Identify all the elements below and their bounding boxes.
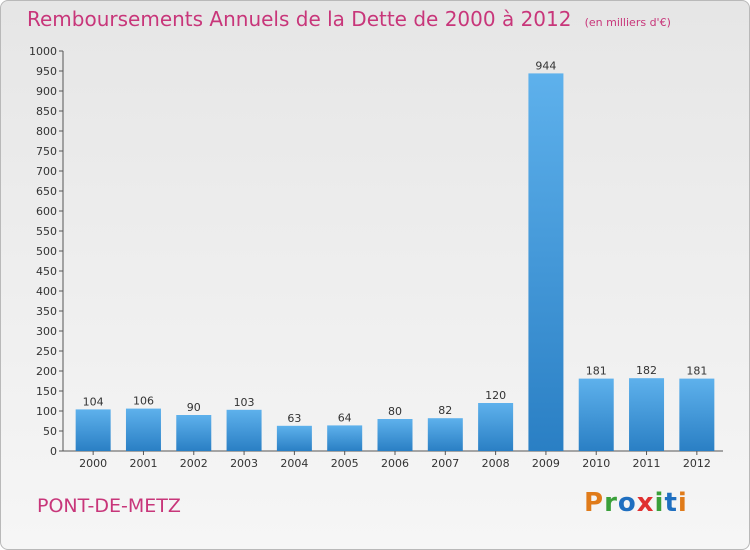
value-label: 82 — [438, 404, 452, 417]
commune-name: PONT-DE-METZ — [37, 495, 181, 517]
value-label: 64 — [338, 411, 352, 424]
x-tick-label: 2003 — [230, 457, 258, 470]
y-tick-label: 950 — [36, 65, 57, 78]
chart-title: Remboursements Annuels de la Dette de 20… — [27, 7, 572, 31]
x-tick-label: 2006 — [381, 457, 409, 470]
bar-2000 — [75, 409, 111, 451]
x-tick-label: 2012 — [683, 457, 711, 470]
logo-letter: x — [636, 488, 655, 518]
bar-2006 — [377, 419, 413, 451]
proxiti-logo: Proxiti — [584, 488, 688, 518]
y-tick-label: 1000 — [29, 45, 57, 58]
y-tick-label: 100 — [36, 405, 57, 418]
bar-2002 — [176, 415, 212, 451]
y-tick-label: 900 — [36, 85, 57, 98]
y-tick-label: 50 — [43, 425, 57, 438]
value-label: 106 — [133, 395, 154, 408]
bar-2003 — [226, 409, 262, 451]
y-tick-label: 600 — [36, 205, 57, 218]
x-tick-label: 2001 — [129, 457, 157, 470]
logo-letter: o — [617, 488, 637, 518]
bar-2012 — [679, 378, 715, 451]
value-label: 80 — [388, 405, 402, 418]
y-tick-label: 200 — [36, 365, 57, 378]
y-tick-label: 450 — [36, 265, 57, 278]
y-tick-label: 350 — [36, 305, 57, 318]
value-label: 944 — [535, 59, 556, 72]
logo-letter: r — [604, 488, 618, 518]
value-label: 63 — [287, 412, 301, 425]
x-tick-label: 2004 — [280, 457, 308, 470]
logo-letter: i — [654, 488, 665, 518]
bar-2004 — [276, 425, 312, 451]
chart-subtitle: (en milliers d'€) — [584, 16, 671, 29]
value-label: 90 — [187, 401, 201, 414]
y-tick-label: 750 — [36, 145, 57, 158]
y-tick-label: 800 — [36, 125, 57, 138]
x-tick-label: 2008 — [482, 457, 510, 470]
x-tick-label: 2011 — [633, 457, 661, 470]
y-tick-label: 850 — [36, 105, 57, 118]
x-tick-label: 2007 — [431, 457, 459, 470]
value-label: 182 — [636, 364, 657, 377]
x-tick-label: 2000 — [79, 457, 107, 470]
chart-title-block: Remboursements Annuels de la Dette de 20… — [27, 7, 671, 31]
logo-letter: P — [584, 488, 605, 518]
x-tick-label: 2009 — [532, 457, 560, 470]
bar-2008 — [478, 403, 514, 451]
value-label: 181 — [686, 365, 707, 378]
bar-2007 — [427, 418, 463, 451]
y-tick-label: 400 — [36, 285, 57, 298]
y-tick-label: 300 — [36, 325, 57, 338]
x-tick-label: 2002 — [180, 457, 208, 470]
bar-2009 — [528, 73, 564, 452]
value-label: 103 — [234, 396, 255, 409]
logo-letter: i — [677, 488, 688, 518]
x-tick-label: 2005 — [331, 457, 359, 470]
logo-letter: t — [664, 488, 678, 518]
bar-2011 — [629, 378, 665, 451]
y-tick-label: 700 — [36, 165, 57, 178]
y-tick-label: 150 — [36, 385, 57, 398]
value-label: 120 — [485, 389, 506, 402]
y-tick-label: 550 — [36, 225, 57, 238]
bar-2010 — [578, 378, 614, 451]
y-tick-label: 650 — [36, 185, 57, 198]
value-label: 181 — [586, 365, 607, 378]
y-tick-label: 0 — [50, 445, 57, 458]
y-tick-label: 250 — [36, 345, 57, 358]
bar-2005 — [327, 425, 363, 451]
value-label: 104 — [83, 395, 104, 408]
y-tick-label: 500 — [36, 245, 57, 258]
x-tick-label: 2010 — [582, 457, 610, 470]
bar-2001 — [125, 408, 161, 451]
